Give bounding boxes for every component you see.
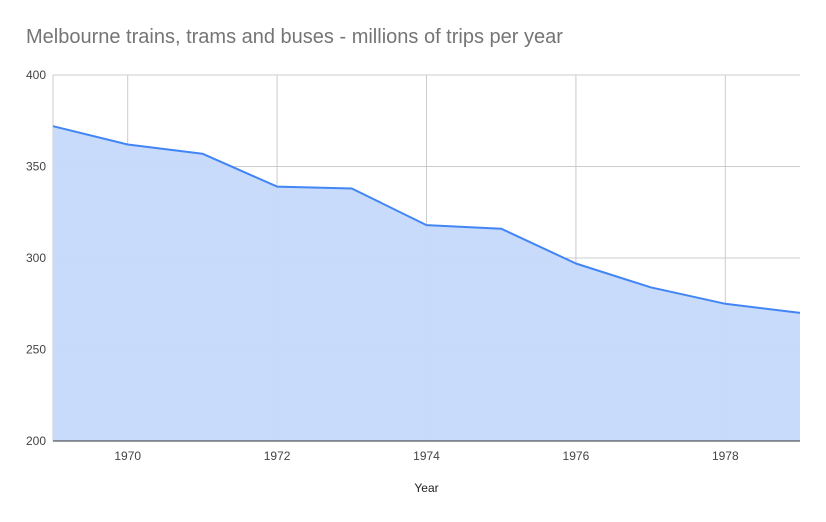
y-tick-label: 250 — [26, 343, 46, 357]
x-tick-label: 1972 — [264, 449, 291, 463]
x-axis-ticks: 1970 1972 1974 1976 1978 — [114, 449, 739, 463]
data-point — [350, 186, 354, 190]
x-tick-label: 1978 — [712, 449, 739, 463]
x-tick-label: 1970 — [114, 449, 141, 463]
data-point — [723, 302, 727, 306]
x-tick-label: 1976 — [563, 449, 590, 463]
x-axis-label: Year — [414, 481, 438, 495]
data-point — [798, 311, 802, 315]
x-tick-label: 1974 — [413, 449, 440, 463]
data-point — [649, 285, 653, 289]
y-axis-ticks: 200 250 300 350 400 — [26, 68, 46, 448]
series-area-fill — [53, 126, 800, 441]
y-tick-label: 300 — [26, 251, 46, 265]
data-point — [425, 223, 429, 227]
data-point — [200, 152, 204, 156]
y-tick-label: 400 — [26, 68, 46, 82]
data-point — [499, 227, 503, 231]
series-line — [52, 125, 801, 314]
data-point — [574, 261, 578, 265]
y-tick-label: 200 — [26, 434, 46, 448]
data-point — [275, 185, 279, 189]
data-point — [126, 143, 130, 147]
y-tick-label: 350 — [26, 160, 46, 174]
chart-title: Melbourne trains, trams and buses - mill… — [26, 26, 563, 48]
data-point — [51, 124, 55, 128]
